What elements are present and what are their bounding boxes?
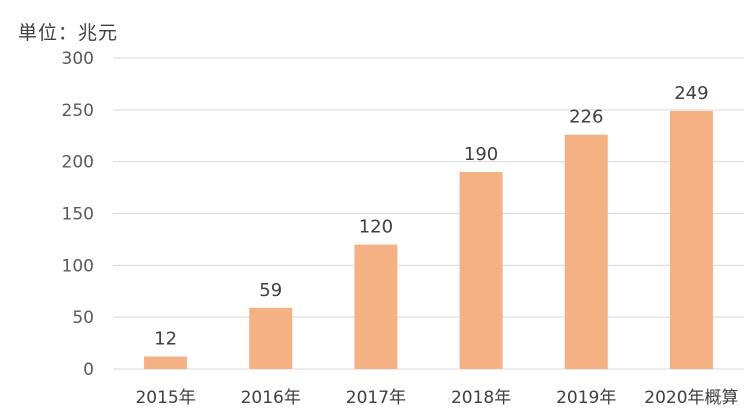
data-label: 59: [259, 280, 282, 301]
y-axis-ticks: 0 50 100 150 200 250 300: [62, 49, 94, 380]
y-tick-label: 100: [62, 256, 94, 276]
data-labels: 12 59 120 190 226 249: [154, 83, 708, 350]
data-label: 12: [154, 329, 177, 350]
y-tick-label: 300: [62, 49, 94, 69]
category-label: 2016年: [241, 388, 301, 408]
bar: [249, 307, 293, 369]
bar: [354, 244, 398, 369]
data-label: 226: [569, 107, 603, 128]
bar: [669, 110, 713, 370]
data-label: 120: [359, 217, 393, 238]
bar: [144, 356, 188, 369]
category-label: 2015年: [135, 388, 195, 408]
data-label: 190: [464, 144, 498, 165]
bars: [144, 110, 713, 370]
y-tick-label: 200: [62, 153, 94, 173]
y-tick-label: 50: [72, 308, 94, 328]
data-label: 249: [674, 83, 708, 104]
category-label: 2020年概算: [644, 388, 738, 408]
y-tick-label: 150: [62, 205, 94, 225]
y-tick-label: 250: [62, 101, 94, 121]
bar: [459, 172, 503, 369]
category-labels: 2015年 2016年 2017年 2018年 2019年 2020年概算: [135, 388, 738, 408]
unit-label: 単位：兆元: [18, 22, 119, 44]
bar: [564, 134, 608, 369]
category-label: 2019年: [556, 388, 616, 408]
y-tick-label: 0: [83, 360, 94, 380]
category-label: 2017年: [346, 388, 406, 408]
gridlines: [113, 57, 744, 370]
category-label: 2018年: [451, 388, 511, 408]
